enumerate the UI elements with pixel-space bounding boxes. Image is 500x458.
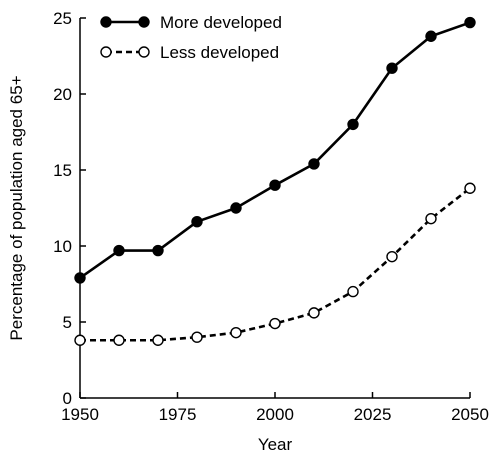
data-point [308,158,320,170]
chart-legend: More developed Less developed [100,13,282,62]
data-point [425,212,437,225]
series-less-developed [74,182,476,346]
data-point [464,182,476,194]
data-point [152,334,164,346]
data-point [230,326,242,339]
x-axis-title: Year [258,435,293,454]
data-point [113,244,125,257]
data-point [464,16,476,29]
series-more-developed [74,16,476,284]
data-point [308,307,320,319]
data-point [269,179,281,191]
legend-marker [138,46,150,58]
data-point [113,334,125,346]
data-point [152,244,164,257]
chart-series [74,16,476,346]
data-point [347,285,359,298]
legend-marker [100,16,112,28]
series-line [80,187,471,342]
y-tick-label: 5 [63,313,72,332]
legend-label: More developed [160,13,282,32]
y-tick-label: 10 [53,237,72,256]
data-point [425,30,437,42]
x-tick-label: 1950 [61,405,99,424]
data-point [230,202,242,214]
data-point [191,215,203,228]
data-point [191,331,203,343]
legend-marker [100,46,112,58]
data-point [269,317,281,330]
y-tick-label: 20 [53,85,72,104]
x-tick-label: 2050 [451,405,489,424]
data-point [386,250,398,263]
x-tick-label: 2000 [256,405,294,424]
x-tick-label: 1975 [159,405,197,424]
y-tick-label: 0 [63,389,72,408]
y-tick-label: 25 [53,9,72,28]
y-axis-title: Percentage of population aged 65+ [7,75,26,340]
data-point [74,334,86,346]
data-point [347,118,359,131]
x-tick-label: 2025 [354,405,392,424]
data-point [74,272,86,284]
legend-label: Less developed [160,43,279,62]
data-point [386,62,398,74]
legend-marker [138,16,150,28]
y-tick-label: 15 [53,161,72,180]
